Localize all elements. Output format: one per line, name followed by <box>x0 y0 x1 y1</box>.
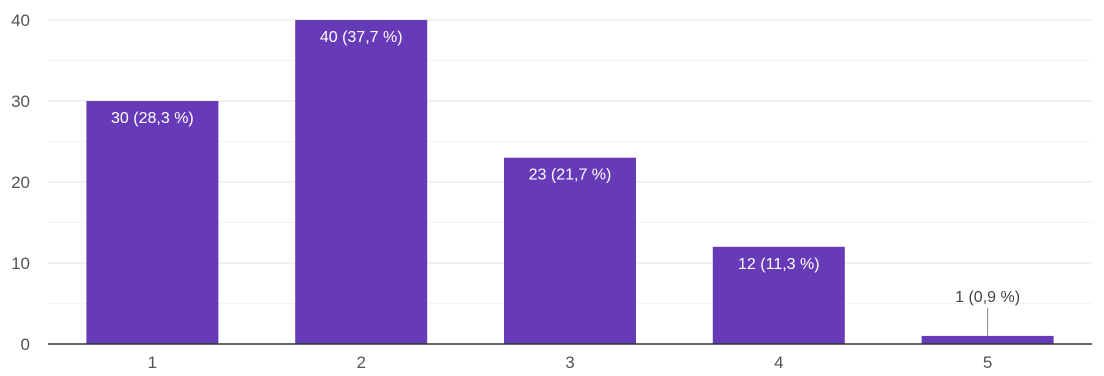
bar <box>712 246 845 344</box>
x-tick-label: 2 <box>356 353 365 372</box>
bars <box>86 20 1054 344</box>
x-tick-label: 3 <box>565 353 574 372</box>
x-tick-label: 1 <box>148 353 157 372</box>
x-tick-label: 4 <box>774 353 783 372</box>
y-axis-ticks: 0 10 20 30 40 <box>11 11 30 354</box>
y-tick-label: 30 <box>11 92 30 111</box>
bar <box>921 335 1054 344</box>
bar-data-label: 12 (11,3 %) <box>738 256 820 273</box>
x-axis-ticks: 1 2 3 4 5 <box>148 353 993 372</box>
bar-data-label: 30 (28,3 %) <box>111 110 194 127</box>
bar <box>86 101 219 344</box>
bar-data-label: 40 (37,7 %) <box>320 29 403 46</box>
bar <box>295 20 428 344</box>
y-tick-label: 40 <box>11 11 30 30</box>
data-labels: 30 (28,3 %) 40 (37,7 %) 23 (21,7 %) 12 (11,… <box>111 29 1020 336</box>
y-tick-label: 20 <box>11 173 30 192</box>
y-tick-label: 10 <box>11 254 30 273</box>
bar <box>504 157 636 344</box>
x-tick-label: 5 <box>983 353 992 372</box>
y-tick-label: 0 <box>21 335 30 354</box>
bar-data-label: 23 (21,7 %) <box>529 167 612 184</box>
bar-data-label: 1 (0,9 %) <box>955 289 1020 306</box>
